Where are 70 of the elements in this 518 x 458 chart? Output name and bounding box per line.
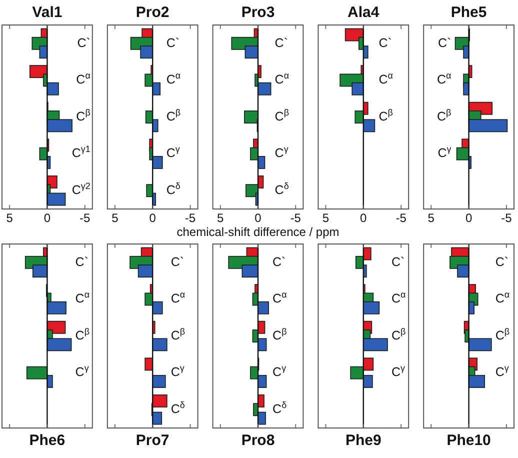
y-tick-label: C$^{γ}$: [274, 144, 289, 160]
y-tick-label: C$^{α}$: [166, 70, 181, 87]
y-tick-label: C$^{α}$: [437, 70, 452, 87]
y-tick-label: C$^{δ}$: [170, 400, 185, 416]
y-tick-label: C`: [378, 36, 392, 50]
x-tick-label: 0: [254, 211, 262, 225]
x-tick-label: 0: [465, 211, 472, 225]
y-tick-label: C$^{β}$: [392, 326, 406, 342]
y-tick-label: C$^{α}$: [495, 290, 510, 306]
y-tick-label: C$^{γ}$: [438, 144, 452, 160]
x-tick-label: -5: [501, 211, 512, 225]
y-tick-label: C`: [166, 36, 180, 50]
y-tick-label: C$^{β}$: [75, 326, 90, 342]
chart-title: Pro3: [241, 4, 275, 21]
chart-title: Pro2: [136, 4, 170, 21]
y-tick-label: C$^{γ1}$: [72, 144, 90, 160]
y-tick-label: C$^{β}$: [76, 107, 90, 124]
y-tick-label: C$^{α}$: [274, 70, 290, 87]
x-tick-label: 5: [112, 211, 119, 225]
x-tick-label: 5: [216, 211, 224, 225]
x-tick-label: -5: [290, 211, 302, 225]
y-tick-label: C$^{α}$: [170, 290, 186, 306]
x-tick-label: 5: [6, 211, 14, 225]
y-tick-label: C$^{α}$: [76, 70, 90, 87]
y-tick-label: C$^{β}$: [274, 107, 290, 124]
text: Pro8: [241, 432, 275, 449]
x-tick-label: -5: [184, 211, 196, 225]
x-tick-label: 5: [428, 211, 435, 225]
x-tick-label: -5: [80, 211, 91, 225]
y-tick-label: C$^{α}$: [272, 290, 287, 306]
text: Pro7: [136, 432, 170, 449]
y-tick-label: C`: [272, 254, 286, 269]
text: Phe6: [29, 432, 66, 449]
y-tick-label: C`: [77, 36, 90, 50]
chart-title: Val1: [32, 4, 62, 21]
y-tick-label: C$^{γ}$: [272, 363, 287, 380]
x-tick-label: 0: [44, 211, 51, 225]
y-tick-label: C$^{β}$: [166, 107, 181, 124]
y-tick-label: C$^{α}$: [75, 290, 90, 306]
y-tick-label: C$^{γ}$: [495, 363, 510, 380]
y-tick-label: C$^{β}$: [437, 107, 452, 124]
x-tick-label: 0: [149, 211, 156, 225]
x-axis-title: chemical-shift difference / ppm: [176, 225, 340, 239]
y-tick-label: C$^{δ}$: [272, 400, 287, 416]
text: Phe9: [345, 432, 382, 449]
x-tick-label: -5: [396, 211, 407, 225]
y-tick-label: C`: [392, 254, 405, 269]
y-tick-label: C$^{β}$: [272, 326, 287, 342]
y-tick-label: C$^{γ}$: [75, 363, 90, 380]
text: Phe10: [446, 432, 491, 449]
y-tick-label: C`: [170, 254, 184, 269]
y-tick-label: C`: [495, 254, 509, 269]
y-tick-label: C$^{δ}$: [274, 180, 289, 197]
y-tick-label: C$^{β}$: [170, 326, 186, 342]
y-tick-label: C$^{γ}$: [392, 363, 406, 380]
chart-title: Phe5: [450, 4, 487, 21]
y-tick-label: C`: [75, 254, 89, 269]
y-tick-label: C$^{β}$: [378, 107, 393, 124]
x-tick-label: 5: [322, 211, 330, 225]
y-tick-label: C$^{δ}$: [166, 180, 180, 197]
y-tick-label: C$^{α}$: [392, 290, 406, 306]
chart-title: Ala4: [348, 4, 380, 21]
x-tick-label: 0: [360, 211, 368, 225]
y-tick-label: C$^{γ2}$: [72, 180, 90, 197]
y-tick-label: C`: [274, 36, 288, 50]
y-tick-label: C$^{α}$: [378, 70, 393, 87]
y-tick-label: C$^{γ}$: [166, 144, 180, 160]
y-tick-label: C$^{γ}$: [170, 363, 185, 380]
y-tick-label: C`: [438, 36, 452, 50]
y-tick-label: C$^{β}$: [495, 326, 510, 342]
